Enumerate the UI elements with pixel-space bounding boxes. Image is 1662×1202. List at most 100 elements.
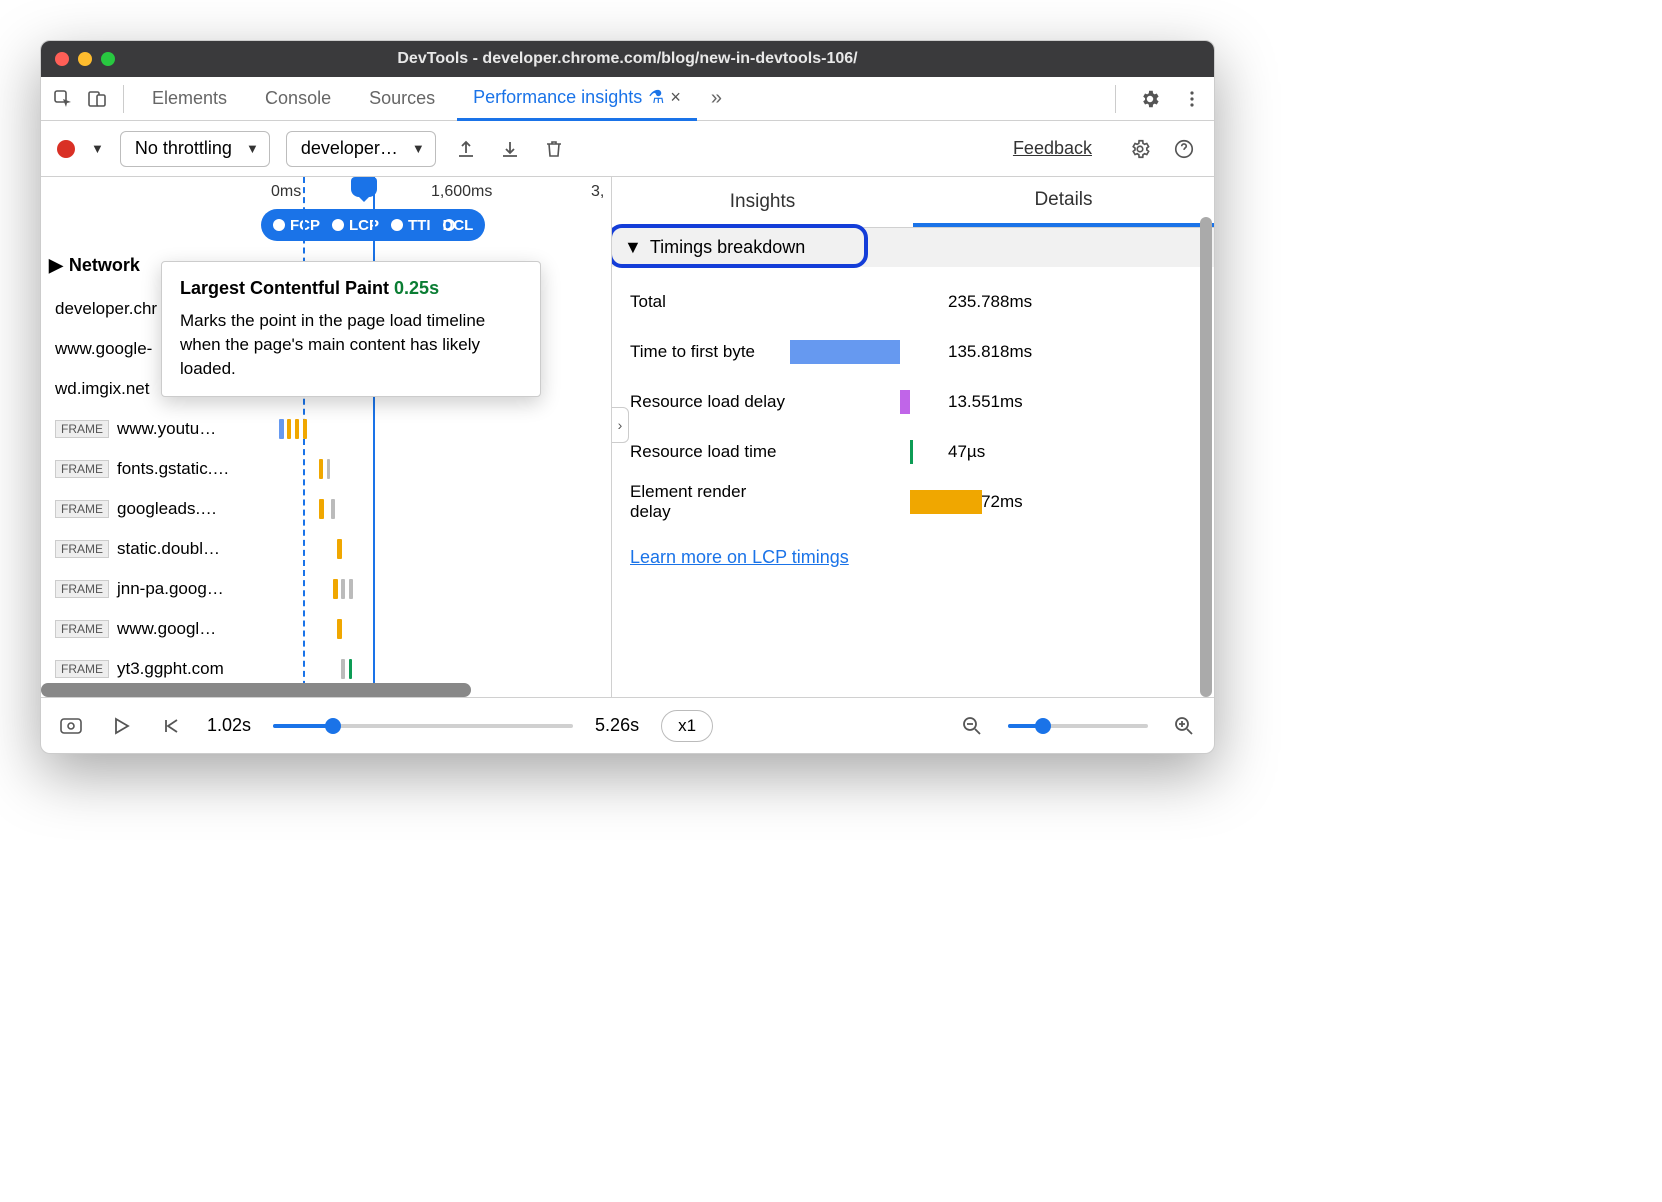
kebab-icon[interactable] — [1178, 85, 1206, 113]
speed-button[interactable]: x1 — [661, 710, 713, 742]
trash-icon[interactable] — [540, 135, 568, 163]
timing-row: Resource load delay 13.551ms — [630, 377, 1196, 427]
eye-icon[interactable] — [57, 712, 85, 740]
network-host: www.google- — [55, 339, 152, 359]
time-ruler[interactable]: 0ms 1,600ms 3, — [41, 177, 611, 209]
h-scrollbar[interactable] — [41, 683, 471, 697]
settings-gear-icon[interactable] — [1126, 135, 1154, 163]
network-header[interactable]: ▶ Network — [49, 255, 140, 276]
timeline-chip — [341, 659, 345, 679]
tooltip-value: 0.25s — [394, 278, 439, 298]
marker-dot — [273, 219, 285, 231]
page-label: developer… — [301, 138, 398, 159]
details-tab-details[interactable]: Details — [913, 177, 1214, 227]
gear-icon[interactable] — [1136, 85, 1164, 113]
marker-fcp[interactable]: FCP — [273, 217, 320, 234]
rewind-icon[interactable] — [157, 712, 185, 740]
timeline-chip — [341, 579, 345, 599]
timeline-chip — [333, 579, 338, 599]
network-host: fonts.gstatic.… — [117, 459, 229, 479]
help-icon[interactable] — [1170, 135, 1198, 163]
details-tab-insights[interactable]: Insights — [612, 177, 913, 227]
timing-bar-cell — [790, 438, 940, 466]
zoom-out-icon[interactable] — [958, 712, 986, 740]
marker-tti[interactable]: TTI — [391, 217, 431, 234]
marker-dot — [332, 219, 344, 231]
min-dot[interactable] — [78, 52, 92, 66]
panel-tabs: ElementsConsoleSourcesPerformance insigh… — [41, 77, 1214, 121]
frame-badge: FRAME — [55, 540, 109, 558]
timing-value: 13.551ms — [948, 392, 1023, 412]
timing-row: Total235.788ms — [630, 277, 1196, 327]
time-slider[interactable] — [273, 724, 573, 728]
playhead-time: 1.02s — [207, 715, 251, 736]
status-bar: 1.02s 5.26s x1 — [41, 697, 1214, 753]
timing-value: 135.818ms — [948, 342, 1032, 362]
throttling-select[interactable]: No throttling▼ — [120, 131, 270, 167]
marker-dcl[interactable]: DCL — [443, 217, 474, 234]
import-icon[interactable] — [496, 135, 524, 163]
tab-divider — [123, 85, 124, 113]
timeline-chip — [295, 419, 299, 439]
expand-handle[interactable]: › — [611, 407, 629, 443]
export-icon[interactable] — [452, 135, 480, 163]
frame-badge: FRAME — [55, 460, 109, 478]
timeline-chip — [287, 419, 291, 439]
timing-label: Resource load delay — [630, 392, 790, 412]
more-tabs-icon[interactable]: » — [703, 87, 730, 110]
flask-icon: ⚗ — [648, 87, 664, 108]
page-select[interactable]: developer…▼ — [286, 131, 436, 167]
ruler-tick: 0ms — [271, 183, 301, 201]
record-button[interactable] — [57, 140, 75, 158]
timeline-chip — [279, 419, 284, 439]
timeline-pane: 0ms 1,600ms 3, FCPLCPTTIDCL ▶ Network de… — [41, 177, 611, 697]
network-host: yt3.ggpht.com — [117, 659, 224, 679]
tab-performance-insights[interactable]: Performance insights⚗× — [457, 77, 697, 121]
playhead-handle[interactable] — [351, 177, 377, 197]
ruler-tick: 3, — [591, 183, 604, 201]
network-host: www.youtu… — [117, 419, 216, 439]
network-host: jnn-pa.goog… — [117, 579, 224, 599]
zoom-slider[interactable] — [1008, 724, 1148, 728]
timings-section-header[interactable]: ▼ Timings breakdown — [612, 227, 1214, 267]
inspect-icon[interactable] — [49, 85, 77, 113]
marker-lcp[interactable]: LCP — [332, 217, 379, 234]
lcp-tooltip: Largest Contentful Paint 0.25s Marks the… — [161, 261, 541, 397]
record-menu[interactable]: ▼ — [91, 141, 104, 156]
frame-badge: FRAME — [55, 620, 109, 638]
marker-pill[interactable]: FCP LCP TTI DCL — [261, 209, 485, 241]
perf-toolbar: ▼ No throttling▼ developer…▼ Feedback — [41, 121, 1214, 177]
tab-elements[interactable]: Elements — [136, 77, 243, 121]
network-host: wd.imgix.net — [55, 379, 149, 399]
timing-bar-cell — [790, 338, 940, 366]
frame-badge: FRAME — [55, 500, 109, 518]
timeline-chip — [327, 459, 330, 479]
timeline-chip — [337, 619, 342, 639]
timings-rows: Total235.788msTime to first byte135.818m… — [612, 267, 1214, 537]
timing-row: Resource load time47µs — [630, 427, 1196, 477]
timing-row: Element render delay86.372ms — [630, 477, 1196, 527]
device-toggle-icon[interactable] — [83, 85, 111, 113]
close-dot[interactable] — [55, 52, 69, 66]
timeline-chip — [303, 419, 307, 439]
network-host: www.googl… — [117, 619, 216, 639]
timing-label: Total — [630, 292, 790, 312]
max-dot[interactable] — [101, 52, 115, 66]
close-tab-icon[interactable]: × — [670, 87, 681, 108]
tab-divider-r — [1115, 85, 1116, 113]
play-icon[interactable] — [107, 712, 135, 740]
timeline-chip — [319, 459, 323, 479]
learn-more-link[interactable]: Learn more on LCP timings — [612, 537, 1214, 578]
v-scrollbar[interactable] — [1200, 217, 1212, 697]
feedback-link[interactable]: Feedback — [1013, 138, 1092, 159]
marker-dot — [391, 219, 403, 231]
tab-console[interactable]: Console — [249, 77, 347, 121]
timing-value: 47µs — [948, 442, 985, 462]
timing-bar — [910, 490, 982, 514]
titlebar: DevTools - developer.chrome.com/blog/new… — [41, 41, 1214, 77]
frame-badge: FRAME — [55, 580, 109, 598]
timing-row: Time to first byte135.818ms — [630, 327, 1196, 377]
details-pane: › InsightsDetails ▼ Timings breakdown To… — [611, 177, 1214, 697]
tab-sources[interactable]: Sources — [353, 77, 451, 121]
zoom-in-icon[interactable] — [1170, 712, 1198, 740]
